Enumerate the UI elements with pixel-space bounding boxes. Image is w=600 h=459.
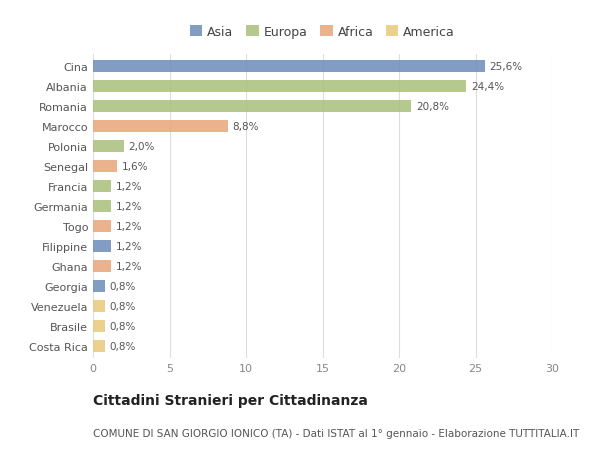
Text: 0,8%: 0,8% [110, 321, 136, 331]
Text: 2,0%: 2,0% [128, 142, 155, 152]
Legend: Asia, Europa, Africa, America: Asia, Europa, Africa, America [186, 22, 459, 43]
Text: COMUNE DI SAN GIORGIO IONICO (TA) - Dati ISTAT al 1° gennaio - Elaborazione TUTT: COMUNE DI SAN GIORGIO IONICO (TA) - Dati… [93, 428, 579, 438]
Bar [93, 141, 124, 153]
Text: 1,6%: 1,6% [122, 162, 149, 172]
Bar [93, 241, 112, 252]
Text: Cittadini Stranieri per Cittadinanza: Cittadini Stranieri per Cittadinanza [93, 393, 368, 407]
Bar [93, 300, 105, 312]
Text: 0,8%: 0,8% [110, 301, 136, 311]
Bar [93, 121, 227, 133]
Text: 20,8%: 20,8% [416, 102, 449, 112]
Bar [93, 220, 112, 232]
Text: 8,8%: 8,8% [232, 122, 259, 132]
Text: 1,2%: 1,2% [116, 222, 142, 231]
Bar [93, 280, 105, 292]
Bar [93, 161, 118, 173]
Text: 24,4%: 24,4% [471, 82, 504, 92]
Bar [93, 61, 485, 73]
Bar [93, 81, 466, 93]
Bar [93, 260, 112, 272]
Bar [93, 340, 105, 352]
Text: 25,6%: 25,6% [489, 62, 523, 72]
Bar [93, 101, 411, 113]
Bar [93, 181, 112, 193]
Text: 1,2%: 1,2% [116, 182, 142, 191]
Text: 0,8%: 0,8% [110, 341, 136, 351]
Bar [93, 320, 105, 332]
Text: 1,2%: 1,2% [116, 261, 142, 271]
Text: 0,8%: 0,8% [110, 281, 136, 291]
Text: 1,2%: 1,2% [116, 202, 142, 212]
Text: 1,2%: 1,2% [116, 241, 142, 252]
Bar [93, 201, 112, 213]
